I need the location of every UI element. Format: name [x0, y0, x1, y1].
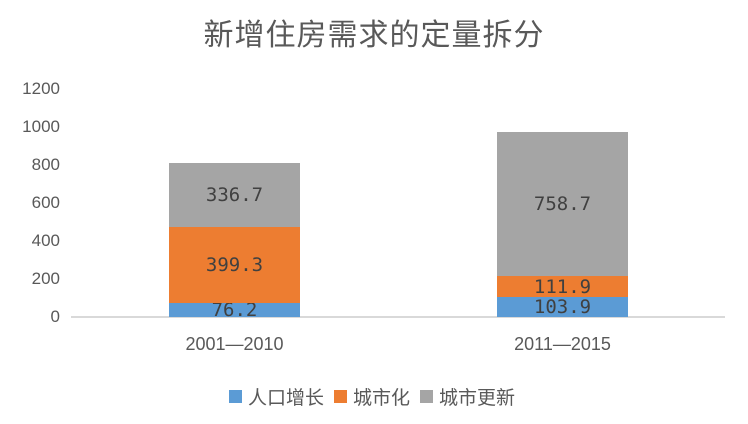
data-label: 336.7 — [205, 183, 264, 206]
y-tick-label: 1000 — [22, 117, 60, 136]
bar-segment: 76.2 — [169, 299, 300, 321]
legend-label: 城市化 — [352, 387, 410, 409]
legend-item: 城市化 — [333, 383, 410, 410]
data-label: 758.7 — [533, 192, 592, 215]
bar-segment: 336.7 — [169, 162, 300, 227]
legend-label: 城市更新 — [439, 387, 516, 409]
y-tick-label: 400 — [31, 231, 60, 250]
y-tick-label: 600 — [31, 193, 60, 212]
legend: 人口增长 城市化 城市更新 — [0, 383, 748, 410]
data-label: 111.9 — [533, 275, 592, 298]
chart-title: 新增住房需求的定量拆分 — [203, 18, 545, 53]
legend-swatch-icon — [333, 390, 347, 403]
data-label: 103.9 — [533, 296, 592, 319]
legend-swatch-icon — [228, 390, 242, 403]
x-axis-line — [71, 316, 725, 318]
bar-segment: 103.9 — [497, 296, 628, 319]
bar-segment: 758.7 — [497, 131, 628, 276]
legend-item: 人口增长 — [228, 383, 324, 410]
x-tick-label: 2001—2010 — [185, 334, 284, 354]
bar-segment: 399.3 — [169, 226, 300, 303]
legend-swatch-icon — [420, 390, 433, 403]
legend-label: 人口增长 — [247, 387, 324, 409]
data-label: 399.3 — [205, 253, 264, 276]
y-tick-label: 800 — [31, 155, 60, 174]
x-tick-label: 2011—2015 — [514, 334, 611, 354]
bar-segment: 111.9 — [497, 275, 628, 298]
y-tick-label: 0 — [50, 307, 60, 326]
y-tick-label: 1200 — [22, 79, 60, 98]
data-label: 76.2 — [211, 298, 258, 321]
legend-item: 城市更新 — [420, 383, 515, 410]
y-tick-label: 200 — [31, 269, 60, 288]
